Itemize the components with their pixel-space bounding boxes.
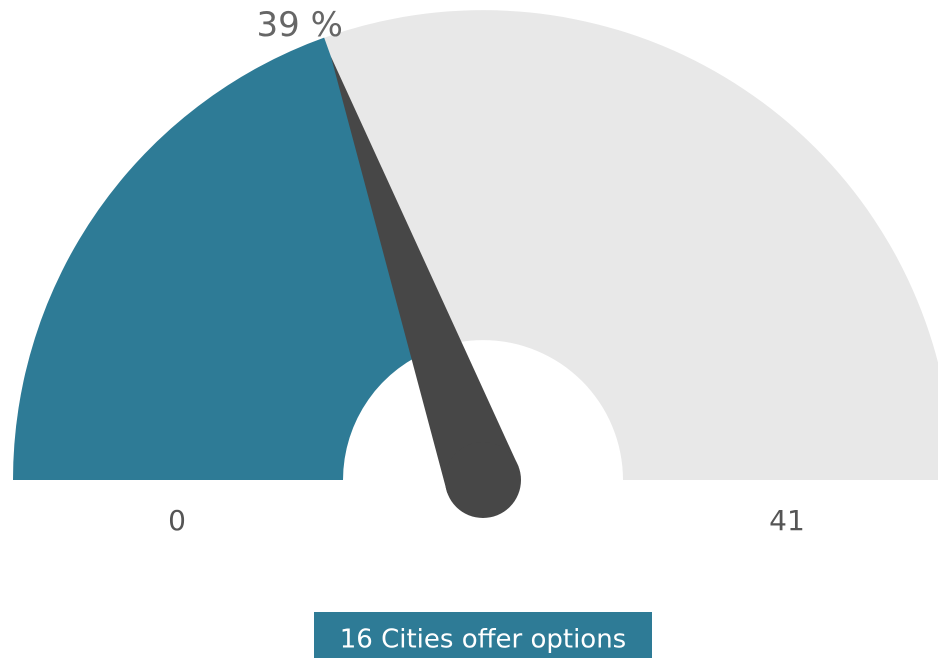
percent-label: 39 % [257, 5, 343, 45]
needle-hub [445, 442, 521, 518]
caption-box [314, 612, 652, 658]
caption: 16 Cities offer options [340, 625, 626, 655]
gauge-fill [13, 37, 436, 480]
min-label: 0 [168, 504, 186, 537]
max-label: 41 [769, 504, 805, 537]
needle [330, 56, 521, 518]
needle-body [330, 56, 519, 493]
